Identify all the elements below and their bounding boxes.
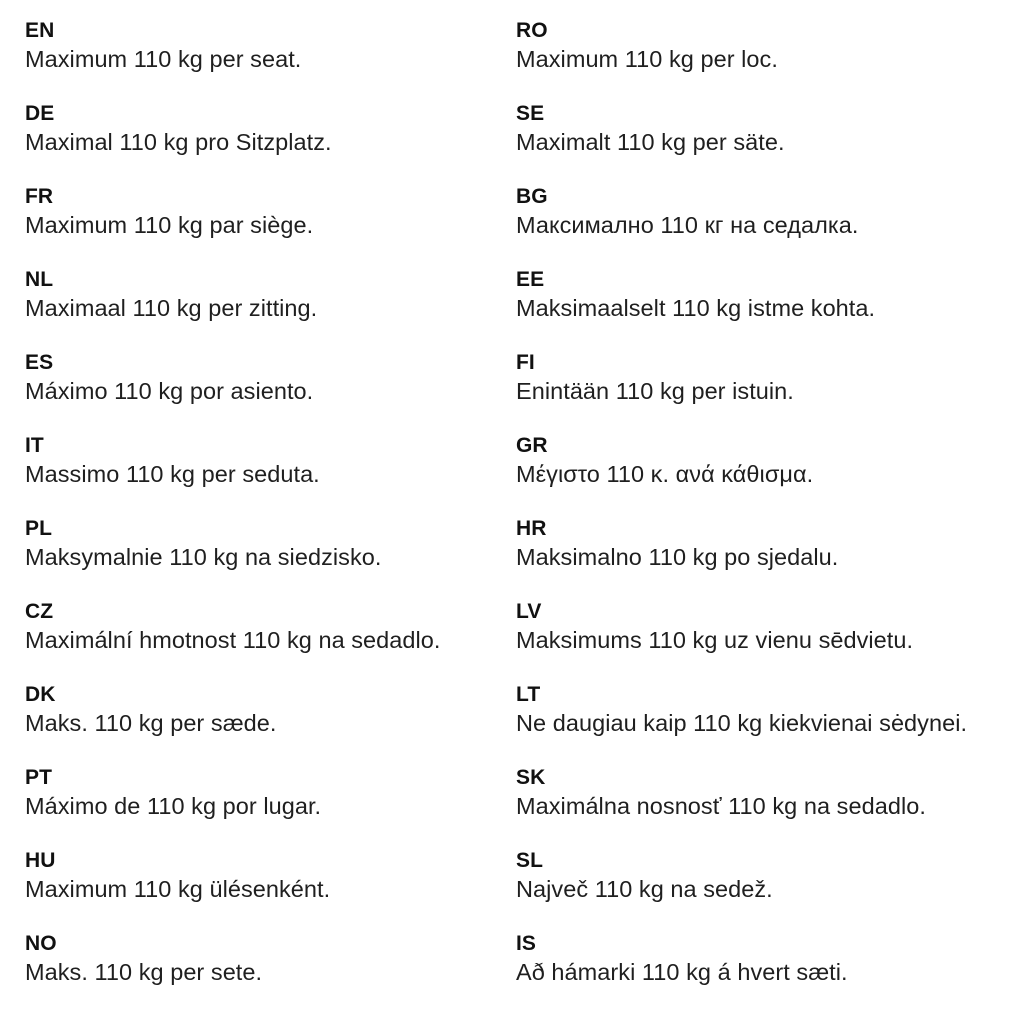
lang-code-label: SL [516,849,544,872]
lang-code-label: RO [516,19,548,42]
lang-text-value: Enintään 110 kg per istuin. [516,378,794,404]
lang-block-es: ES Máximo 110 kg por asiento. [25,350,516,406]
lang-block-pl: PL Maksymalnie 110 kg na siedzisko. [25,516,516,572]
lang-code-label: IT [25,434,44,457]
lang-text-value: Maksymalnie 110 kg na siedzisko. [25,544,382,570]
lang-block-bg: BG Максимално 110 кг на седалка. [516,184,1010,240]
notice-columns: EN Maximum 110 kg per seat. DE Maximal 1… [25,18,1010,987]
lang-text-value: Ne daugiau kaip 110 kg kiekvienai sėdyne… [516,710,968,736]
lang-code-label: EN [25,19,55,42]
lang-block-sl: SL Največ 110 kg na sedež. [516,848,1010,904]
lang-text-value: Maximální hmotnost 110 kg na sedadlo. [25,627,441,653]
lang-block-hu: HU Maximum 110 kg ülésenként. [25,848,516,904]
lang-block-nl: NL Maximaal 110 kg per zitting. [25,267,516,323]
lang-text-value: Maks. 110 kg per sete. [25,959,263,985]
lang-text-value: Μέγιστο 110 κ. ανά κάθισμα. [516,461,814,487]
lang-block-en: EN Maximum 110 kg per seat. [25,18,516,74]
lang-text-value: Maximum 110 kg ülésenként. [25,876,331,902]
lang-block-no: NO Maks. 110 kg per sete. [25,931,516,987]
lang-code-label: PL [25,517,53,540]
lang-text-value: Максимално 110 кг на седалка. [516,212,859,238]
lang-text-value: Massimo 110 kg per seduta. [25,461,320,487]
lang-block-fr: FR Maximum 110 kg par siège. [25,184,516,240]
lang-text-value: Máximo de 110 kg por lugar. [25,793,322,819]
lang-text-value: Maximum 110 kg per seat. [25,46,302,72]
lang-block-lv: LV Maksimums 110 kg uz vienu sēdvietu. [516,599,1010,655]
lang-code-label: NO [25,932,57,955]
lang-code-label: DK [25,683,56,706]
lang-text-value: Að hámarki 110 kg á hvert sæti. [516,959,848,985]
lang-code-label: FI [516,351,535,374]
lang-block-gr: GR Μέγιστο 110 κ. ανά κάθισμα. [516,433,1010,489]
lang-block-cz: CZ Maximální hmotnost 110 kg na sedadlo. [25,599,516,655]
lang-code-label: ES [25,351,54,374]
lang-text-value: Maximaal 110 kg per zitting. [25,295,318,321]
lang-text-value: Maximum 110 kg per loc. [516,46,778,72]
lang-code-label: PT [25,766,53,789]
lang-code-label: DE [25,102,55,125]
lang-block-it: IT Massimo 110 kg per seduta. [25,433,516,489]
lang-text-value: Maximálna nosnosť 110 kg na sedadlo. [516,793,926,819]
lang-code-label: SK [516,766,546,789]
lang-code-label: LV [516,600,542,623]
lang-code-label: EE [516,268,545,291]
lang-text-value: Maximalt 110 kg per säte. [516,129,785,155]
lang-text-value: Maks. 110 kg per sæde. [25,710,277,736]
lang-code-label: NL [25,268,54,291]
lang-code-label: BG [516,185,548,208]
lang-block-dk: DK Maks. 110 kg per sæde. [25,682,516,738]
lang-code-label: FR [25,185,54,208]
lang-text-value: Maximum 110 kg par siège. [25,212,314,238]
lang-block-lt: LT Ne daugiau kaip 110 kg kiekvienai sėd… [516,682,1010,738]
lang-block-sk: SK Maximálna nosnosť 110 kg na sedadlo. [516,765,1010,821]
lang-code-label: GR [516,434,548,457]
lang-text-value: Máximo 110 kg por asiento. [25,378,314,404]
lang-text-value: Maksimaalselt 110 kg istme kohta. [516,295,876,321]
lang-text-value: Maksimums 110 kg uz vienu sēdvietu. [516,627,914,653]
lang-block-ro: RO Maximum 110 kg per loc. [516,18,1010,74]
lang-text-value: Maximal 110 kg pro Sitzplatz. [25,129,332,155]
notice-column-left: EN Maximum 110 kg per seat. DE Maximal 1… [25,18,516,987]
lang-block-is: IS Að hámarki 110 kg á hvert sæti. [516,931,1010,987]
lang-code-label: SE [516,102,545,125]
lang-block-fi: FI Enintään 110 kg per istuin. [516,350,1010,406]
lang-code-label: HR [516,517,547,540]
lang-text-value: Največ 110 kg na sedež. [516,876,773,902]
notice-column-right: RO Maximum 110 kg per loc. SE Maximalt 1… [516,18,1010,987]
lang-block-se: SE Maximalt 110 kg per säte. [516,101,1010,157]
lang-code-label: LT [516,683,541,706]
lang-code-label: CZ [25,600,54,623]
lang-block-ee: EE Maksimaalselt 110 kg istme kohta. [516,267,1010,323]
lang-code-label: IS [516,932,537,955]
lang-block-de: DE Maximal 110 kg pro Sitzplatz. [25,101,516,157]
lang-text-value: Maksimalno 110 kg po sjedalu. [516,544,839,570]
lang-block-hr: HR Maksimalno 110 kg po sjedalu. [516,516,1010,572]
lang-code-label: HU [25,849,56,872]
lang-block-pt: PT Máximo de 110 kg por lugar. [25,765,516,821]
